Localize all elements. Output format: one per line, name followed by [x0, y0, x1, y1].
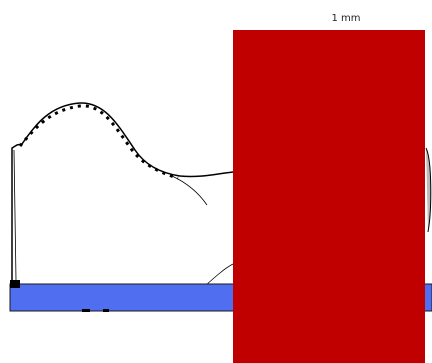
overlay-region [233, 30, 425, 363]
substrate-corner [10, 280, 20, 288]
scale-label: 1 mm [331, 13, 360, 24]
image: 1 mm [0, 0, 432, 363]
page: 1 mm (() => { const data = JSON.parse(do… [0, 0, 432, 363]
substrate-mark [103, 309, 109, 312]
substrate-mark [82, 309, 90, 312]
